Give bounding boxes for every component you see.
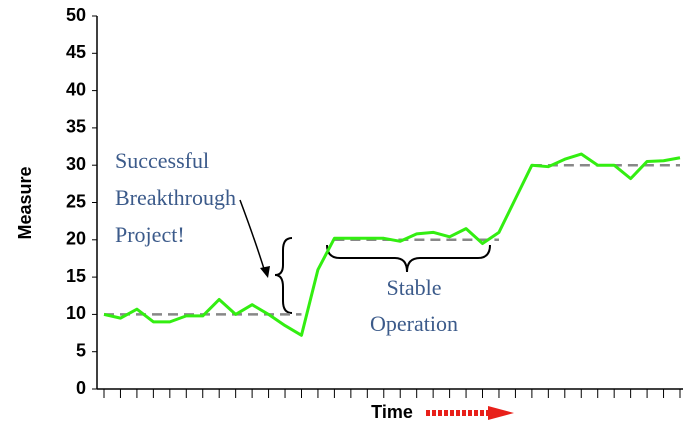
annotation: Project! xyxy=(115,222,185,247)
annotation: Breakthrough xyxy=(115,185,236,210)
brace xyxy=(326,244,491,273)
brace xyxy=(274,237,293,314)
annotation: Stable xyxy=(387,275,442,300)
y-tick-label: 10 xyxy=(66,303,86,323)
x-axis-label: Time xyxy=(371,402,413,422)
y-tick-label: 20 xyxy=(66,229,86,249)
pointer-arrow xyxy=(239,199,266,273)
y-tick-label: 5 xyxy=(76,340,86,360)
y-tick-label: 25 xyxy=(66,191,86,211)
y-tick-label: 40 xyxy=(66,79,86,99)
data-line xyxy=(103,152,681,337)
y-tick-label: 35 xyxy=(66,117,86,137)
annotation: Operation xyxy=(370,311,458,336)
y-tick-label: 50 xyxy=(66,5,86,25)
y-axis-label: Measure xyxy=(15,166,35,239)
annotation: Successful xyxy=(115,148,209,173)
pointer-arrow-head xyxy=(260,266,270,278)
y-tick-label: 15 xyxy=(66,266,86,286)
y-tick-label: 30 xyxy=(66,154,86,174)
y-tick-label: 0 xyxy=(76,378,86,398)
time-arrow-head xyxy=(488,406,514,420)
y-tick-label: 45 xyxy=(66,42,86,62)
